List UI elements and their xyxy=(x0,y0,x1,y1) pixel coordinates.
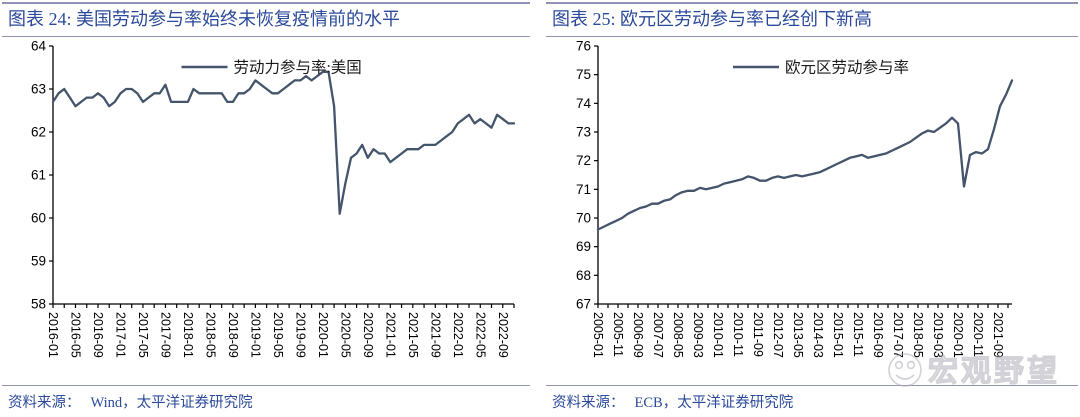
y-tick-label: 75 xyxy=(576,67,591,82)
x-tick-label: 2016-09 xyxy=(91,312,105,358)
x-tick-label: 2006-09 xyxy=(631,312,645,358)
x-tick-label: 2022-09 xyxy=(496,312,510,358)
x-tick-label: 2019-01 xyxy=(248,312,262,358)
y-tick-label: 59 xyxy=(31,254,46,269)
x-tick-label: 2010-01 xyxy=(711,312,725,358)
x-tick-label: 2010-11 xyxy=(731,312,745,357)
x-tick-label: 2011-09 xyxy=(751,312,765,357)
series-line xyxy=(596,79,1014,231)
legend-label: 劳动力参与率:美国 xyxy=(234,59,362,77)
x-tick-label: 2022-01 xyxy=(451,312,465,358)
x-tick-label: 2019-05 xyxy=(271,312,285,358)
watermark-text: 宏观野望 xyxy=(928,354,1060,388)
x-tick-label: 2019-09 xyxy=(293,312,307,358)
watermark: 宏观野望 xyxy=(888,353,1060,389)
y-tick-label: 74 xyxy=(576,96,592,111)
source-label: 资料来源： xyxy=(552,395,625,411)
y-tick-label: 61 xyxy=(31,168,46,183)
x-tick-label: 2014-03 xyxy=(811,312,825,358)
x-tick-label: 2021-09 xyxy=(428,312,442,358)
y-tick-label: 72 xyxy=(576,153,591,168)
x-tick-label: 2016-05 xyxy=(68,312,82,358)
y-tick-label: 63 xyxy=(31,82,46,97)
source-label: 资料来源： xyxy=(8,395,81,411)
x-tick-label: 2005-01 xyxy=(591,312,605,358)
x-tick-label: 2017-05 xyxy=(136,312,150,358)
source-row-eurozone: 资料来源： ECB，太平洋证券研究院 xyxy=(546,385,1078,412)
chart-title-eurozone: 图表 25: 欧元区劳动参与率已经创下新高 xyxy=(546,2,1078,37)
chart-title-us: 图表 24: 美国劳动参与率始终未恢复疫情前的水平 xyxy=(2,2,530,37)
x-tick-label: 2022-05 xyxy=(473,312,487,358)
x-tick-label: 2008-05 xyxy=(671,312,685,358)
x-tick-label: 2021-01 xyxy=(383,312,397,358)
x-tick-label: 2009-03 xyxy=(691,312,705,358)
y-tick-label: 64 xyxy=(31,39,47,54)
x-tick-label: 2016-09 xyxy=(871,312,885,358)
x-tick-label: 2020-01 xyxy=(316,312,330,358)
x-tick-label: 2018-05 xyxy=(911,312,925,358)
legend-label: 欧元区劳动参与率 xyxy=(785,59,909,77)
series-line xyxy=(51,70,516,215)
source-text: ECB，太平洋证券研究院 xyxy=(634,395,794,411)
y-tick-label: 67 xyxy=(576,297,591,312)
face-watermark-icon xyxy=(888,353,922,387)
y-tick-label: 68 xyxy=(576,268,591,283)
x-tick-label: 2021-09 xyxy=(991,312,1005,358)
x-tick-label: 2015-01 xyxy=(831,312,845,358)
x-tick-label: 2017-01 xyxy=(113,312,127,358)
source-row-us: 资料来源： Wind，太平洋证券研究院 xyxy=(2,385,530,412)
x-tick-label: 2021-05 xyxy=(406,312,420,358)
y-tick-label: 62 xyxy=(31,125,46,140)
panel-eurozone-chart: 图表 25: 欧元区劳动参与率已经创下新高 76 75 74 73 72 71 70 69 68… xyxy=(546,2,1078,412)
x-tick-label: 2018-05 xyxy=(203,312,217,358)
x-tick-label: 2020-01 xyxy=(951,312,965,358)
x-tick-label: 2005-11 xyxy=(611,312,625,357)
x-tick-label: 2020-11 xyxy=(971,312,985,357)
x-tick-label: 2018-09 xyxy=(226,312,240,358)
y-tick-label: 70 xyxy=(576,211,591,226)
y-tick-label: 58 xyxy=(31,297,46,312)
x-tick-label: 2017-09 xyxy=(158,312,172,358)
panel-us-chart: 图表 24: 美国劳动参与率始终未恢复疫情前的水平 64 63 62 61 60 59 58… xyxy=(2,2,530,412)
y-tick-label: 76 xyxy=(576,39,591,54)
y-tick-label: 71 xyxy=(576,182,591,197)
x-tick-label: 2019-03 xyxy=(931,312,945,358)
x-tick-label: 2015-11 xyxy=(851,312,865,357)
x-tick-label: 2013-05 xyxy=(791,312,805,358)
x-tick-label: 2017-07 xyxy=(891,312,905,358)
y-tick-label: 60 xyxy=(31,211,46,226)
x-tick-label: 2016-01 xyxy=(46,312,60,358)
x-tick-label: 2018-01 xyxy=(181,312,195,358)
y-tick-label: 73 xyxy=(576,125,591,140)
x-tick-label: 2012-07 xyxy=(771,312,785,358)
source-text: Wind，太平洋证券研究院 xyxy=(90,395,253,411)
x-tick-label: 2020-05 xyxy=(338,312,352,358)
x-tick-label: 2007-07 xyxy=(651,312,665,358)
x-tick-label: 2020-09 xyxy=(361,312,375,358)
y-tick-label: 69 xyxy=(576,239,591,254)
